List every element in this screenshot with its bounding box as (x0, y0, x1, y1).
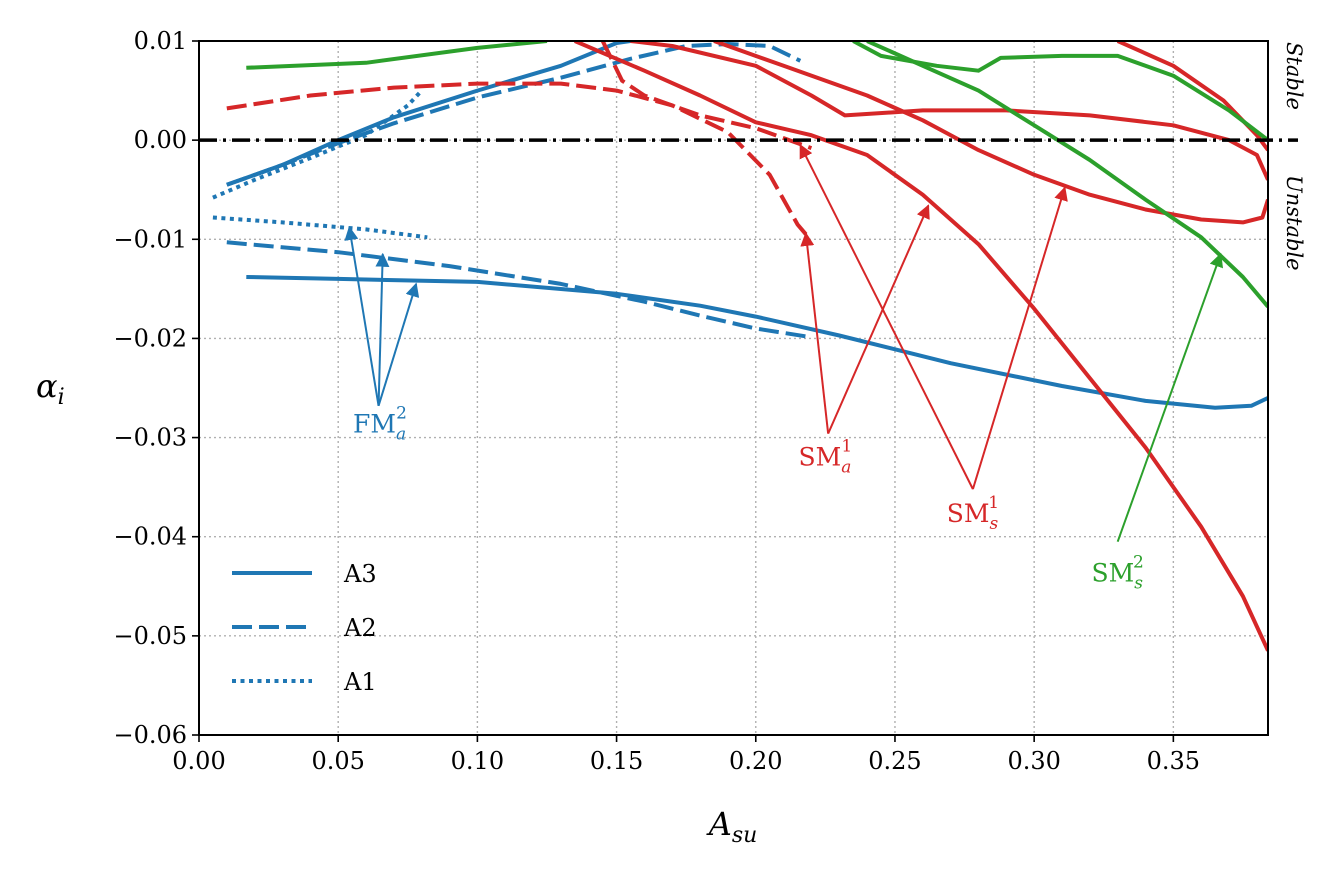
y-tick-label: −0.02 (113, 324, 187, 352)
x-tick-label: 0.25 (868, 747, 921, 775)
axis-ticks: 0.00 0.05 0.10 0.15 0.20 0.25 0.30 0.35 0.01 0.00… (113, 27, 1200, 775)
y-tick-label: −0.05 (113, 622, 187, 650)
x-tick-label: 0.10 (451, 747, 504, 775)
annotation-arrow (344, 226, 380, 407)
x-axis-label: Asu (706, 805, 758, 848)
annotation-label: SMs2 (1092, 552, 1144, 593)
y-tick-label: −0.03 (113, 424, 187, 452)
series-line (226, 42, 802, 187)
annotation-arrow (375, 252, 390, 406)
plot-frame (198, 40, 1269, 736)
series-line (600, 41, 813, 150)
y-axis-label: αi (36, 367, 65, 410)
series-line (246, 275, 1268, 410)
annotation-label: FMa2 (353, 404, 407, 445)
annotation-arrow (971, 186, 1068, 490)
legend-label: A3 (343, 560, 377, 588)
axis-labels: Asu αi Stable Unstable (36, 42, 1306, 848)
legend-label: A1 (343, 668, 377, 696)
y-tick-label: 0.01 (134, 27, 187, 55)
series-group (212, 41, 1268, 652)
series-line (630, 41, 1268, 181)
x-tick-label: 0.15 (590, 747, 643, 775)
series-line (246, 41, 548, 70)
annotation-arrow (799, 143, 974, 490)
series-line (212, 89, 424, 200)
y-tick-label: 0.00 (134, 126, 187, 154)
series-line (226, 240, 807, 339)
annotation-arrow (827, 204, 930, 435)
stable-label: Stable (1282, 42, 1306, 110)
unstable-label: Unstable (1282, 175, 1306, 271)
series-line (226, 81, 808, 236)
annotation-arrow (800, 231, 830, 434)
x-tick-label: 0.05 (311, 747, 364, 775)
x-tick-label: 0.20 (729, 747, 782, 775)
series-line (212, 215, 428, 240)
series-line (574, 41, 1268, 652)
y-tick-label: −0.06 (113, 721, 187, 749)
annotations: FMa2 SMa1 SMs1 SMs2 (344, 143, 1224, 593)
series-line (713, 41, 1268, 225)
series-line (1116, 41, 1268, 152)
annotation-label: SMs1 (947, 493, 999, 534)
annotation-arrow (377, 282, 420, 407)
y-tick-label: −0.01 (113, 225, 187, 253)
annotation-arrow (1116, 252, 1224, 543)
x-tick-label: 0.00 (172, 747, 225, 775)
legend-label: A2 (343, 614, 377, 642)
annotation-label: SMa1 (799, 436, 853, 477)
legend: A3 A2 A1 (232, 560, 377, 696)
x-tick-label: 0.30 (1007, 747, 1060, 775)
y-tick-label: −0.04 (113, 523, 187, 551)
series-line (866, 41, 1268, 308)
x-tick-label: 0.35 (1147, 747, 1200, 775)
